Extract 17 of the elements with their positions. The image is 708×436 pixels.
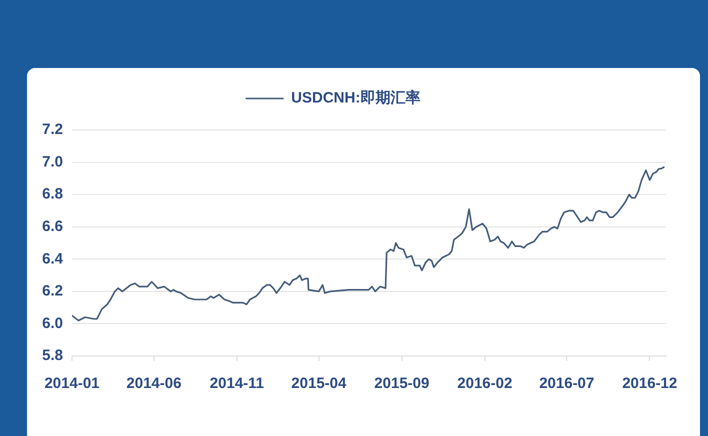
y-tick-label: 7.2 [42,121,63,138]
y-tick-label: 6.4 [42,250,64,268]
x-tick-label: 2016-12 [622,375,678,392]
x-tick-label: 2014-06 [126,375,182,392]
legend-label: USDCNH:即期汇率 [291,88,420,107]
x-tick-label: 2014-11 [210,375,264,392]
x-tick-label: 2015-04 [291,375,347,392]
y-tick-label: 6.0 [42,314,63,332]
x-tick-label: 2016-02 [457,375,512,392]
x-tick-label: 2015-09 [374,375,430,392]
y-tick-label: 5.8 [42,347,63,364]
x-tick-label: 2016-07 [539,375,594,392]
y-tick-label: 7.0 [42,153,63,170]
x-tick-label: 2014-01 [44,375,100,392]
y-tick-label: 6.6 [42,218,63,235]
y-tick-label: 6.2 [42,282,63,300]
y-tick-label: 6.8 [42,186,63,203]
